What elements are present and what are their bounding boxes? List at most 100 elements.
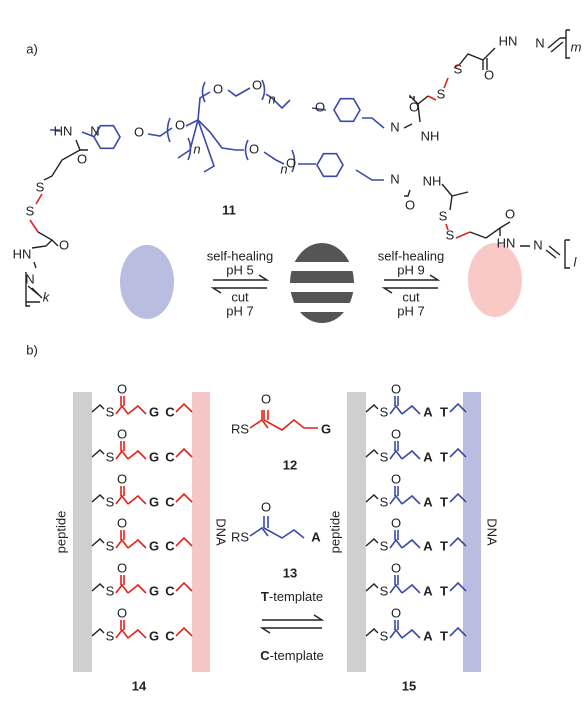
label: O <box>249 141 259 156</box>
label: T <box>440 404 448 419</box>
label: a) <box>26 41 38 56</box>
reagent-13-bonds <box>250 516 304 538</box>
label: O <box>117 471 127 486</box>
label: S <box>106 583 115 598</box>
label: n <box>280 161 287 176</box>
label: 11 <box>222 202 236 217</box>
label: self-healing <box>207 248 274 263</box>
label: G <box>149 538 159 553</box>
label: O <box>315 99 325 114</box>
label: pH 5 <box>226 262 253 277</box>
linker-bonds <box>366 539 378 546</box>
label: m <box>571 39 582 54</box>
label: O <box>117 426 127 441</box>
label: N <box>390 171 399 186</box>
label: 13 <box>283 565 297 580</box>
label: S <box>439 208 448 223</box>
label: S <box>380 494 389 509</box>
label: S <box>380 583 389 598</box>
label: T <box>440 449 448 464</box>
label: C <box>165 628 175 643</box>
label: O <box>261 391 271 406</box>
label: pH 7 <box>397 303 424 318</box>
label: G <box>149 628 159 643</box>
label: HN <box>13 246 32 261</box>
label: O <box>117 381 127 396</box>
label: A <box>423 449 433 464</box>
linker-bonds <box>366 584 378 591</box>
red-gel <box>468 243 522 317</box>
label: C <box>165 404 175 419</box>
label: O <box>117 560 127 575</box>
linker-bonds <box>92 539 104 546</box>
label: T <box>440 628 448 643</box>
label: S <box>380 449 389 464</box>
template-label: C-template <box>260 648 324 663</box>
label: S <box>106 538 115 553</box>
label: A <box>423 583 433 598</box>
label: pH 9 <box>397 262 424 277</box>
label: DNA <box>214 518 229 546</box>
label: G <box>149 449 159 464</box>
gel-stripes <box>288 262 358 312</box>
label: RS <box>231 421 249 436</box>
linker-bonds <box>92 495 104 502</box>
label: 14 <box>132 678 147 693</box>
label: 15 <box>402 678 416 693</box>
label: O <box>391 381 401 396</box>
label: S <box>106 404 115 419</box>
label: N <box>90 123 99 138</box>
label: O <box>117 515 127 530</box>
label: O <box>261 499 271 514</box>
label: O <box>252 77 262 92</box>
dna-bar <box>463 392 481 672</box>
label: NH <box>421 128 440 143</box>
label: S <box>26 203 35 218</box>
label: N <box>533 237 542 252</box>
label: A <box>423 628 433 643</box>
label: S <box>446 227 455 242</box>
label: A <box>423 494 433 509</box>
label: RS <box>231 529 249 544</box>
equilibrium-arrows <box>213 275 438 633</box>
label: O <box>391 605 401 620</box>
label: S <box>106 628 115 643</box>
linker-bonds <box>366 495 378 502</box>
label: C <box>165 494 175 509</box>
label: A <box>311 529 321 544</box>
label: A <box>423 538 433 553</box>
reagent-12-bonds <box>250 410 318 430</box>
peptide-bar <box>347 392 366 672</box>
label: C <box>165 583 175 598</box>
label: n <box>193 141 200 156</box>
linker-bonds <box>366 450 378 457</box>
label: O <box>409 99 419 114</box>
label: A <box>423 404 433 419</box>
label: S <box>380 404 389 419</box>
label: N <box>535 35 544 50</box>
label: G <box>149 494 159 509</box>
label: l <box>574 254 578 269</box>
linker-bonds <box>366 629 378 636</box>
template-letter: T <box>261 589 269 604</box>
label: O <box>505 206 515 221</box>
label: O <box>405 197 415 212</box>
label: O <box>391 560 401 575</box>
label: pH 7 <box>226 303 253 318</box>
label: S <box>437 86 446 101</box>
linker-bonds <box>92 629 104 636</box>
label: O <box>391 471 401 486</box>
label: O <box>484 67 494 82</box>
label: peptide <box>327 511 342 554</box>
label: S <box>36 179 45 194</box>
label: T <box>440 583 448 598</box>
label: n <box>268 91 275 106</box>
label: S <box>454 61 463 76</box>
label: S <box>380 538 389 553</box>
label: HN <box>499 33 518 48</box>
label: HN <box>54 123 73 138</box>
label: G <box>149 583 159 598</box>
label: 12 <box>283 457 297 472</box>
label: O <box>175 117 185 132</box>
label: O <box>117 605 127 620</box>
